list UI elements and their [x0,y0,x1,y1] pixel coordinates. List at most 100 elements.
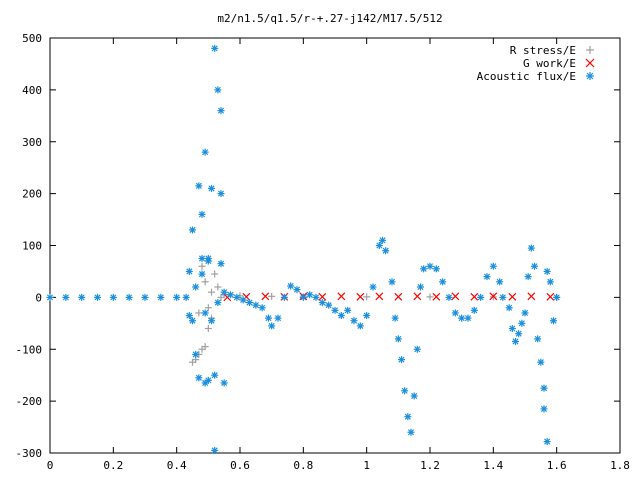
data-point [458,314,466,322]
data-point [239,296,247,304]
data-point [464,314,472,322]
data-point [299,293,307,301]
legend-label: R stress/E [510,44,576,57]
data-point [375,292,384,301]
data-point [46,293,54,301]
y-axis: 500 400 300 200 100 0 -100 -200 -300 [16,32,620,460]
data-point [546,292,555,301]
data-point [546,278,554,286]
y-tick-label: -200 [16,395,43,408]
x-tick-label: 1 [363,459,370,472]
data-point [217,260,225,268]
x-tick-label: 0.2 [103,459,123,472]
data-point [470,292,479,301]
data-point [246,299,253,307]
series-layer [46,44,561,454]
data-point [318,299,326,307]
data-point [527,292,536,301]
data-point [78,293,86,301]
series-2 [46,44,561,454]
x-tick-label: 1.6 [547,459,567,472]
data-point [293,286,301,294]
data-point [426,262,434,270]
data-point [505,304,513,312]
data-point [195,182,203,190]
data-point [214,299,222,307]
data-point [527,244,535,252]
data-point [198,270,206,278]
data-point [426,293,434,301]
data-point [201,309,209,317]
chart-title: m2/n1.5/q1.5/r-+.27-j142/M17.5/512 [217,12,442,25]
data-point [394,292,403,301]
y-tick-label: -300 [16,447,43,460]
data-point [185,312,193,320]
data-point [62,293,70,301]
data-point [217,107,225,115]
x-tick-label: 0 [47,459,54,472]
y-tick-label: 300 [22,136,42,149]
legend-label: Acoustic flux/E [477,70,576,83]
data-point [198,210,206,218]
data-point [499,293,507,301]
data-point [204,257,212,265]
data-point [432,292,441,301]
data-point [508,292,517,301]
data-point [141,293,149,301]
data-point [356,292,365,301]
data-point [363,293,371,301]
data-point [394,335,402,343]
y-tick-label: 400 [22,84,42,97]
data-point [337,312,345,320]
data-point [451,292,460,301]
y-tick-label: 100 [22,240,42,253]
data-point [508,325,516,332]
data-point [445,293,453,301]
x-tick-label: 1.2 [420,459,440,472]
data-point [496,278,504,286]
x-axis: 0 0.2 0.4 0.6 0.8 1 1.2 1.4 1.6 1.8 [47,38,630,472]
data-point [420,265,428,273]
data-point [388,278,396,286]
y-tick-label: 500 [22,32,42,45]
data-point [211,270,219,278]
x-tick-label: 0.6 [230,459,250,472]
data-point [534,335,542,343]
data-point [398,356,405,364]
data-point [189,226,196,234]
data-point [379,236,386,244]
data-point [318,292,327,301]
data-point [543,267,551,275]
data-point [350,317,358,325]
x-tick-label: 1.8 [610,459,630,472]
plot-area [49,37,621,454]
data-point [312,293,320,301]
data-point [217,190,225,198]
data-point [204,376,212,384]
data-point [417,283,424,291]
data-point [540,405,548,413]
y-tick-label: 0 [35,291,42,304]
data-point [265,314,272,322]
data-point [189,317,196,325]
data-point [198,254,206,262]
data-point [344,306,352,314]
legend-marker [585,58,595,68]
data-point [537,358,545,366]
data-point [211,371,219,379]
data-point [261,292,270,301]
data-point [477,293,485,301]
data-point [125,293,133,301]
data-point [531,262,538,270]
data-point [363,312,371,320]
data-point [280,293,288,301]
data-point [413,292,422,301]
x-tick-label: 1.4 [483,459,503,472]
data-point [211,446,219,454]
data-point [518,319,526,327]
data-point [268,322,276,330]
legend-label: G work/E [523,57,576,70]
x-tick-label: 0.8 [293,459,313,472]
